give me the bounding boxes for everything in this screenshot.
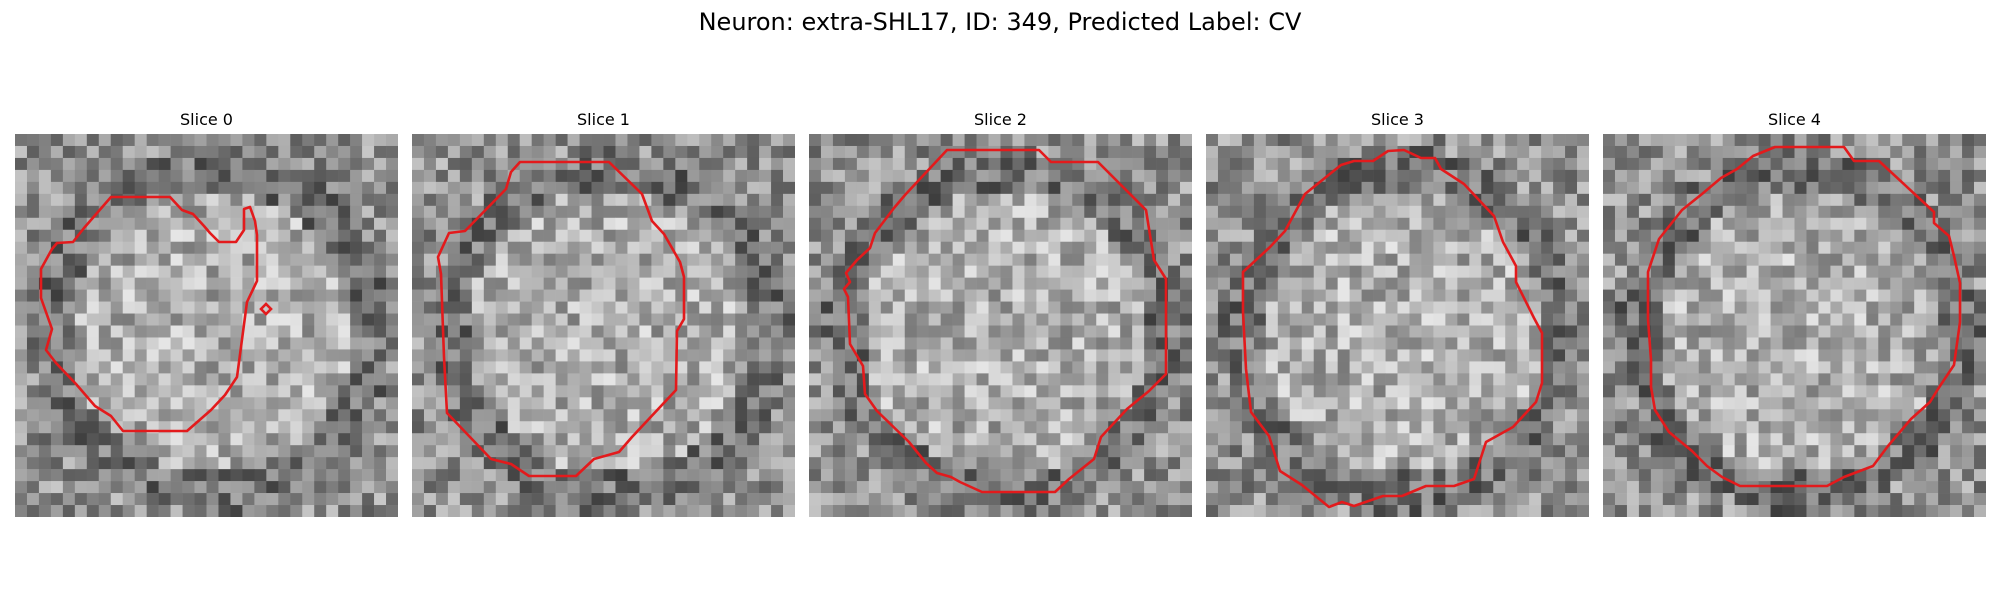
pixel-grid (809, 134, 1192, 517)
slice-image (1603, 134, 1986, 517)
pixel-grid (412, 134, 795, 517)
neuron-contour (1646, 145, 1962, 488)
slice-title: Slice 4 (1768, 110, 1821, 129)
neuron-contour (842, 148, 1168, 494)
contour-islet (259, 302, 273, 316)
neuron-contour (1241, 148, 1544, 509)
figure-title: Neuron: extra-SHL17, ID: 349, Predicted … (698, 8, 1302, 36)
pixel-grid (1603, 134, 1986, 517)
neuron-contour (436, 160, 686, 478)
slice-image (412, 134, 795, 517)
slice-title: Slice 2 (974, 110, 1027, 129)
pixel-grid (15, 134, 398, 517)
neuron-contour (39, 195, 259, 433)
slice-title: Slice 1 (577, 110, 630, 129)
slice-image (1206, 134, 1589, 517)
slice-image (15, 134, 398, 517)
slice-image (809, 134, 1192, 517)
slice-title: Slice 3 (1371, 110, 1424, 129)
slice-title: Slice 0 (180, 110, 233, 129)
pixel-grid (1206, 134, 1589, 517)
